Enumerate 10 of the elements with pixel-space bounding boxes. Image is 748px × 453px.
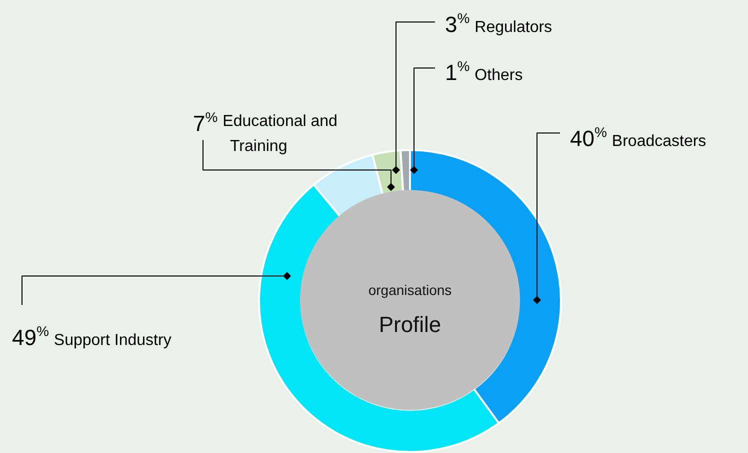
data-label: 7% [193,109,218,136]
data-label: 49% [12,323,49,350]
data-label: 3% [445,10,470,37]
slice-label: Broadcasters [612,133,706,150]
slice-label: Support Industry [54,332,172,349]
slice-label: Regulators [474,19,552,36]
data-label: 1% [445,58,470,85]
slice-label: Others [474,67,523,84]
slice-label: Educational and Training [222,113,338,155]
data-label: 40% [570,124,607,151]
